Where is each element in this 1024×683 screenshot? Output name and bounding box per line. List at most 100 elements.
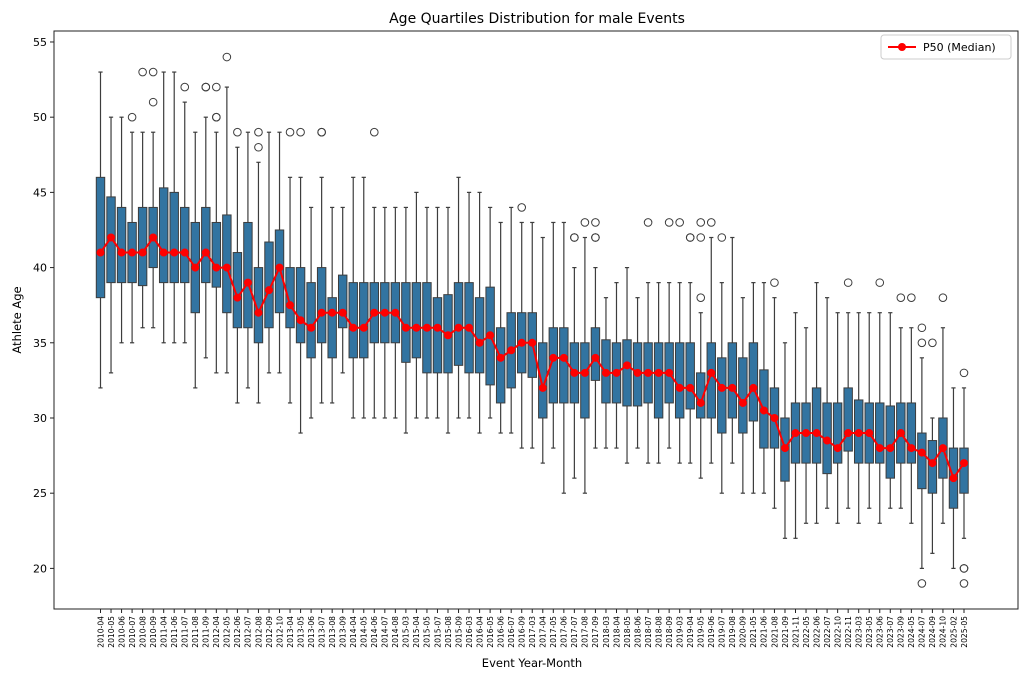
box-2018-09 [664, 218, 674, 449]
median-point-2017-07 [570, 368, 579, 377]
x-tick-label: 2011-06 [170, 616, 179, 648]
median-point-2024-07 [917, 448, 926, 457]
outlier-point [959, 579, 969, 588]
median-point-2022-07 [823, 436, 832, 445]
x-tick-label: 2018-05 [623, 616, 632, 648]
median-point-2017-09 [591, 353, 600, 362]
x-tick-label: 2019-05 [697, 616, 706, 648]
box-2011-06 [169, 71, 179, 344]
x-tick-label: 2018-07 [644, 616, 653, 648]
box-2022-06 [811, 282, 822, 524]
outlier-point [696, 293, 706, 302]
outlier-point [285, 127, 295, 137]
x-tick-label: 2018-06 [633, 616, 642, 648]
median-point-2015-07 [433, 323, 442, 332]
x-tick-label: 2018-03 [602, 616, 611, 648]
x-tick-label: 2025-05 [960, 616, 969, 648]
median-point-2019-04 [686, 383, 695, 392]
y-tick-label: 25 [33, 487, 47, 500]
y-tick-label: 20 [33, 562, 47, 575]
median-point-2024-05 [907, 444, 916, 453]
median-point-2018-09 [665, 368, 674, 377]
median-point-2018-03 [601, 368, 610, 377]
median-point-2010-04 [96, 248, 105, 257]
outlier-point [517, 203, 527, 212]
box-2014-06 [369, 127, 380, 419]
median-point-2011-09 [201, 248, 210, 257]
box-2017-07 [569, 233, 580, 479]
box-2010-06 [116, 116, 127, 344]
box-2022-11 [843, 278, 853, 509]
iqr-box [285, 267, 295, 329]
iqr-box [832, 402, 843, 464]
x-tick-label: 2010-05 [107, 616, 116, 648]
x-tick-label: 2022-07 [823, 616, 832, 648]
median-point-2011-06 [170, 248, 179, 257]
box-2013-04 [285, 127, 295, 404]
x-tick-label: 2017-04 [539, 616, 548, 648]
x-tick-label: 2011-09 [202, 616, 211, 648]
x-tick-label: 2011-07 [181, 616, 190, 648]
x-tick-label: 2015-05 [423, 616, 432, 648]
box-2021-11 [790, 312, 801, 539]
median-point-2015-03 [401, 323, 410, 332]
iqr-box [495, 327, 506, 404]
box-2018-04 [611, 282, 622, 449]
median-point-2023-06 [875, 444, 884, 453]
x-tick-label: 2019-07 [718, 616, 727, 648]
iqr-box [717, 357, 727, 434]
x-tick-label: 2011-08 [191, 616, 200, 648]
x-tick-label: 2014-08 [391, 616, 400, 648]
median-point-2021-06 [759, 406, 768, 415]
median-point-2018-05 [623, 361, 632, 370]
outlier-point [201, 82, 211, 92]
iqr-box [95, 176, 106, 299]
x-tick-label: 2013-05 [296, 616, 305, 648]
median-point-2014-06 [370, 308, 379, 317]
iqr-box [538, 342, 548, 419]
box-2015-07 [432, 206, 443, 419]
iqr-box [316, 267, 327, 344]
x-tick-label: 2022-05 [802, 616, 811, 648]
median-point-2012-05 [222, 263, 231, 272]
box-2015-03 [401, 206, 411, 434]
outlier-point [917, 323, 927, 333]
x-tick-label: 2010-06 [117, 616, 126, 648]
median-point-2011-08 [191, 263, 200, 272]
x-tick-label: 2024-07 [918, 616, 927, 648]
box-2023-07 [885, 312, 895, 509]
x-tick-label: 2012-06 [233, 616, 242, 648]
x-tick-label: 2024-09 [928, 616, 937, 648]
box-2021-06 [759, 282, 769, 494]
median-point-2012-06 [233, 293, 242, 302]
x-tick-label: 2016-04 [475, 616, 484, 648]
x-tick-label: 2010-08 [138, 616, 147, 648]
box-2016-03 [464, 191, 474, 419]
outlier-point [254, 142, 263, 152]
box-2019-06 [706, 218, 716, 464]
legend-box [880, 34, 1012, 60]
outlier-point [696, 233, 706, 242]
box-2011-09 [201, 82, 211, 359]
median-point-2017-04 [538, 383, 547, 392]
y-tick-label: 45 [33, 186, 47, 199]
x-tick-label: 2025-02 [949, 616, 958, 648]
iqr-box [580, 342, 590, 419]
x-tick-label: 2015-03 [402, 616, 411, 648]
median-point-2019-08 [728, 383, 737, 392]
x-tick-label: 2010-07 [128, 616, 137, 648]
x-tick-label: 2016-09 [518, 616, 527, 648]
x-tick-label: 2016-07 [507, 616, 516, 648]
x-tick-label: 2012-05 [223, 616, 232, 648]
x-tick-label: 2022-06 [812, 616, 821, 648]
median-point-2010-07 [128, 248, 137, 257]
x-axis: 2010-04 2010-05 2010-06 2010-07 2010-08 2010-… [96, 609, 969, 648]
x-tick-label: 2021-11 [791, 616, 800, 648]
median-point-2014-08 [391, 308, 400, 317]
box-2019-05 [696, 218, 706, 479]
box-2025-05 [959, 368, 969, 588]
median-point-2022-10 [833, 444, 842, 453]
median-point-2020-09 [738, 398, 747, 407]
x-tick-label: 2019-08 [728, 616, 737, 648]
